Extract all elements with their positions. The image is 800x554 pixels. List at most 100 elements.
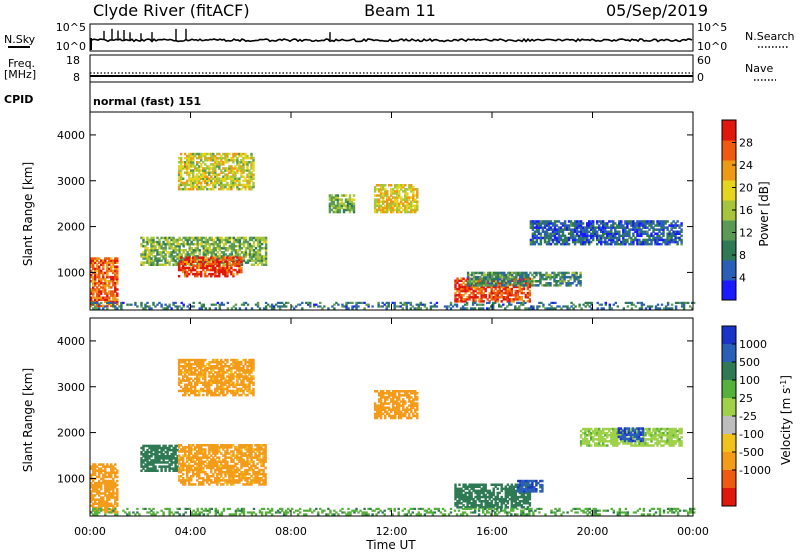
heatmap-cell xyxy=(666,226,669,229)
heatmap-cell xyxy=(216,483,219,486)
heatmap-cell xyxy=(190,266,193,270)
heatmap-cell xyxy=(230,475,233,478)
heatmap-cell xyxy=(216,173,219,176)
heatmap-cell xyxy=(182,177,185,180)
heatmap-cell xyxy=(680,238,683,242)
heatmap-cell xyxy=(112,282,115,285)
heatmap-cell xyxy=(600,234,603,238)
heatmap-cell xyxy=(256,305,260,308)
heatmap-cell xyxy=(148,463,151,466)
heatmap-cell xyxy=(571,282,574,285)
heatmap-cell xyxy=(501,275,504,279)
heatmap-cell xyxy=(202,387,205,391)
heatmap-cell xyxy=(640,224,643,227)
heatmap-cell xyxy=(579,242,583,246)
heatmap-cell xyxy=(612,220,615,223)
heatmap-cell xyxy=(529,224,533,227)
heatmap-cell xyxy=(202,268,205,272)
heatmap-cell xyxy=(236,462,239,466)
heatmap-cell xyxy=(668,240,671,244)
heatmap-cell xyxy=(240,270,243,274)
heatmap-cell xyxy=(152,255,155,258)
heatmap-cell xyxy=(398,210,401,214)
heatmap-cell xyxy=(228,244,232,248)
heatmap-cell xyxy=(650,238,653,242)
heatmap-cell xyxy=(552,307,555,310)
heatmap-cell xyxy=(210,159,213,162)
heatmap-cell xyxy=(466,275,470,279)
heatmap-cell xyxy=(489,282,492,285)
heatmap-cell xyxy=(498,287,501,291)
heatmap-cell xyxy=(604,222,607,225)
heatmap-cell xyxy=(250,483,253,486)
heatmap-cell xyxy=(533,220,537,223)
heatmap-cell xyxy=(542,305,545,308)
heatmap-cell xyxy=(144,247,147,250)
heatmap-cell xyxy=(272,307,276,310)
heatmap-cell xyxy=(466,287,469,291)
heatmap-cell xyxy=(90,483,93,487)
heatmap-cell xyxy=(652,238,655,242)
heatmap-cell xyxy=(192,268,195,272)
heatmap-cell xyxy=(156,253,159,256)
heatmap-cell xyxy=(177,456,181,459)
heatmap-cell xyxy=(387,305,390,308)
heatmap-cell xyxy=(204,181,207,185)
heatmap-cell xyxy=(672,220,675,223)
heatmap-cell xyxy=(206,462,209,466)
heatmap-cell xyxy=(674,224,677,227)
heatmap-cell xyxy=(200,272,203,276)
heatmap-cell xyxy=(382,194,385,197)
heatmap-cell xyxy=(148,469,151,472)
heatmap-cell xyxy=(561,238,565,242)
heatmap-cell xyxy=(204,163,207,166)
heatmap-cell xyxy=(210,154,213,158)
heatmap-cell xyxy=(537,236,541,240)
heatmap-cell xyxy=(162,247,165,250)
heatmap-cell xyxy=(112,294,115,297)
heatmap-cell xyxy=(388,184,391,187)
heatmap-cell xyxy=(188,183,191,187)
heatmap-cell xyxy=(184,483,187,486)
heatmap-cell xyxy=(214,154,217,158)
heatmap-cell xyxy=(214,468,217,472)
heatmap-cell xyxy=(242,477,245,480)
heatmap-cell xyxy=(194,369,197,372)
heatmap-cell xyxy=(184,462,187,466)
heatmap-cell xyxy=(224,253,228,256)
heatmap-cell xyxy=(186,187,189,191)
heatmap-cell xyxy=(108,269,111,273)
heatmap-cell xyxy=(476,277,480,281)
heatmap-cell xyxy=(196,181,199,185)
heatmap-cell xyxy=(196,369,199,372)
heatmap-cell xyxy=(254,444,257,447)
heatmap-cell xyxy=(248,454,251,457)
heatmap-cell xyxy=(250,257,254,260)
heatmap-cell xyxy=(264,238,268,242)
heatmap-cell xyxy=(563,273,566,277)
heatmap-cell xyxy=(98,483,101,487)
colorbar-frame xyxy=(721,119,737,301)
heatmap-cell xyxy=(246,161,249,164)
heatmap-cell xyxy=(232,256,235,259)
heatmap-cell xyxy=(598,238,601,242)
heatmap-cell xyxy=(628,301,632,304)
heatmap-cell xyxy=(146,444,149,448)
heatmap-cell xyxy=(222,464,225,468)
heatmap-cell xyxy=(116,275,119,279)
heatmap-cell xyxy=(561,273,564,277)
heatmap-cell xyxy=(260,247,264,250)
heatmap-cell xyxy=(626,224,629,227)
heatmap-cell xyxy=(250,452,253,455)
heatmap-cell xyxy=(384,206,387,210)
heatmap-cell xyxy=(581,230,585,233)
heatmap-cell xyxy=(244,236,248,240)
heatmap-cell xyxy=(200,187,203,191)
heatmap-cell xyxy=(177,450,181,453)
heatmap-cell xyxy=(258,249,262,252)
heatmap-cell xyxy=(252,464,255,468)
heatmap-cell xyxy=(196,365,199,368)
heatmap-cell xyxy=(402,204,405,208)
heatmap-cell xyxy=(210,249,213,252)
heatmap-cell xyxy=(210,256,213,259)
